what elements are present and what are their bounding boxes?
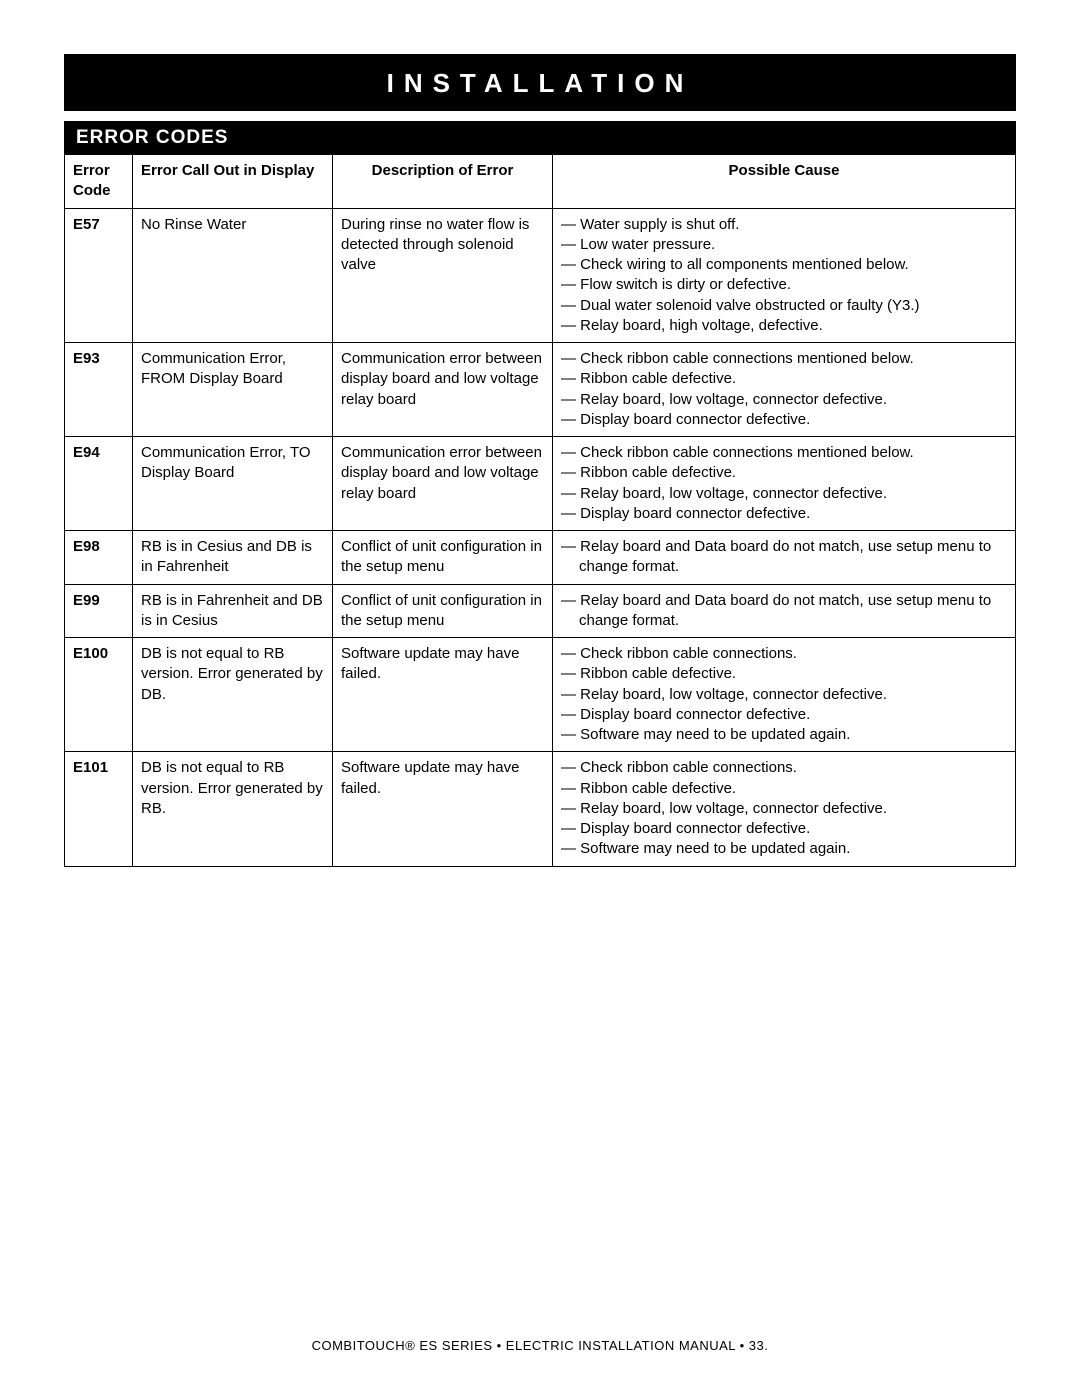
cause-line: — Relay board, high voltage, defective.	[561, 316, 1007, 336]
cause-line: — Display board connector defective.	[561, 819, 1007, 839]
cause-line: — Relay board, low voltage, connector de…	[561, 799, 1007, 819]
cause-line: — Low water pressure.	[561, 235, 1007, 255]
cell-possible-cause: — Relay board and Data board do not matc…	[553, 584, 1016, 638]
cell-callout: DB is not equal to RB version. Error gen…	[133, 752, 333, 866]
cause-line: — Relay board, low voltage, connector de…	[561, 685, 1007, 705]
cell-error-code: E98	[65, 531, 133, 585]
cell-callout: DB is not equal to RB version. Error gen…	[133, 638, 333, 752]
cause-line: — Software may need to be updated again.	[561, 839, 1007, 859]
footer-text: COMBITOUCH® ES SERIES • ELECTRIC INSTALL…	[312, 1338, 769, 1353]
cause-line: — Display board connector defective.	[561, 504, 1007, 524]
cause-line: — Software may need to be updated again.	[561, 725, 1007, 745]
cell-callout: No Rinse Water	[133, 208, 333, 343]
page: INSTALLATION Error Codes Error Code Erro…	[0, 0, 1080, 1397]
table-row: E57No Rinse WaterDuring rinse no water f…	[65, 208, 1016, 343]
table-row: E93Communication Error, FROM Display Boa…	[65, 343, 1016, 437]
page-title-bar: INSTALLATION	[64, 54, 1016, 111]
page-footer: COMBITOUCH® ES SERIES • ELECTRIC INSTALL…	[0, 1338, 1080, 1353]
cell-error-code: E99	[65, 584, 133, 638]
cell-description: Communication error between display boar…	[333, 343, 553, 437]
cell-error-code: E101	[65, 752, 133, 866]
cause-line: — Check wiring to all components mention…	[561, 255, 1007, 275]
table-row: E94Communication Error, TO Display Board…	[65, 437, 1016, 531]
cause-line: — Relay board, low voltage, connector de…	[561, 390, 1007, 410]
cell-possible-cause: — Relay board and Data board do not matc…	[553, 531, 1016, 585]
cell-possible-cause: — Check ribbon cable connections mention…	[553, 343, 1016, 437]
table-body: E57No Rinse WaterDuring rinse no water f…	[65, 208, 1016, 866]
cause-line: — Display board connector defective.	[561, 705, 1007, 725]
cause-line: — Relay board and Data board do not matc…	[561, 591, 1007, 632]
page-title: INSTALLATION	[387, 68, 694, 98]
cause-line: — Ribbon cable defective.	[561, 463, 1007, 483]
cell-error-code: E100	[65, 638, 133, 752]
cause-line: — Ribbon cable defective.	[561, 664, 1007, 684]
col-header-callout: Error Call Out in Display	[133, 155, 333, 209]
cell-description: Conflict of unit configuration in the se…	[333, 531, 553, 585]
col-header-desc: Description of Error	[333, 155, 553, 209]
cell-callout: Communication Error, TO Display Board	[133, 437, 333, 531]
cell-description: Software update may have failed.	[333, 752, 553, 866]
cell-error-code: E93	[65, 343, 133, 437]
cause-line: — Relay board, low voltage, connector de…	[561, 484, 1007, 504]
cause-line: — Water supply is shut off.	[561, 215, 1007, 235]
table-row: E101DB is not equal to RB version. Error…	[65, 752, 1016, 866]
cause-line: — Dual water solenoid valve obstructed o…	[561, 296, 1007, 316]
table-row: E100DB is not equal to RB version. Error…	[65, 638, 1016, 752]
cause-line: — Check ribbon cable connections mention…	[561, 349, 1007, 369]
cause-line: — Display board connector defective.	[561, 410, 1007, 430]
cell-error-code: E57	[65, 208, 133, 343]
col-header-cause: Possible Cause	[553, 155, 1016, 209]
cell-callout: RB is in Fahrenheit and DB is in Cesius	[133, 584, 333, 638]
cell-description: Conflict of unit configuration in the se…	[333, 584, 553, 638]
cell-description: Software update may have failed.	[333, 638, 553, 752]
section-title: Error Codes	[76, 127, 228, 148]
cause-line: — Ribbon cable defective.	[561, 369, 1007, 389]
col-header-code: Error Code	[65, 155, 133, 209]
cell-description: During rinse no water flow is detected t…	[333, 208, 553, 343]
cell-possible-cause: — Check ribbon cable connections.— Ribbo…	[553, 638, 1016, 752]
cell-callout: Communication Error, FROM Display Board	[133, 343, 333, 437]
cause-line: — Flow switch is dirty or defective.	[561, 275, 1007, 295]
cell-callout: RB is in Cesius and DB is in Fahrenheit	[133, 531, 333, 585]
table-row: E98RB is in Cesius and DB is in Fahrenhe…	[65, 531, 1016, 585]
error-codes-table: Error Code Error Call Out in Display Des…	[64, 154, 1016, 867]
cell-possible-cause: — Water supply is shut off.— Low water p…	[553, 208, 1016, 343]
cell-possible-cause: — Check ribbon cable connections mention…	[553, 437, 1016, 531]
table-row: E99RB is in Fahrenheit and DB is in Cesi…	[65, 584, 1016, 638]
section-title-bar: Error Codes	[64, 121, 1016, 154]
cause-line: — Check ribbon cable connections.	[561, 758, 1007, 778]
cell-possible-cause: — Check ribbon cable connections.— Ribbo…	[553, 752, 1016, 866]
cause-line: — Check ribbon cable connections mention…	[561, 443, 1007, 463]
cell-description: Communication error between display boar…	[333, 437, 553, 531]
cause-line: — Relay board and Data board do not matc…	[561, 537, 1007, 578]
cause-line: — Check ribbon cable connections.	[561, 644, 1007, 664]
cause-line: — Ribbon cable defective.	[561, 779, 1007, 799]
cell-error-code: E94	[65, 437, 133, 531]
table-head: Error Code Error Call Out in Display Des…	[65, 155, 1016, 209]
table-header-row: Error Code Error Call Out in Display Des…	[65, 155, 1016, 209]
